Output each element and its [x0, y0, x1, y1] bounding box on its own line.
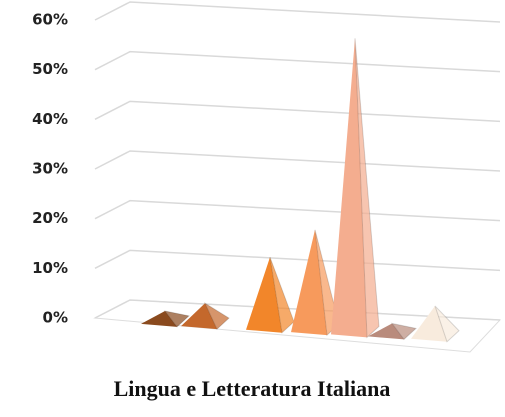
- y-tick-label: 0%: [43, 309, 68, 327]
- pyramid-front: [141, 310, 177, 327]
- y-tick-label: 30%: [32, 160, 68, 178]
- y-tick-label: 50%: [32, 60, 68, 78]
- pyramid-side: [434, 305, 460, 343]
- y-tick-label: 20%: [32, 209, 68, 227]
- y-tick-label: 10%: [32, 259, 68, 277]
- pyramid: [246, 256, 295, 334]
- pyramid-side: [203, 301, 230, 330]
- y-tick-label: 40%: [32, 110, 68, 128]
- pyramid: [331, 38, 380, 339]
- pyramid-front: [411, 305, 447, 342]
- pyramid: [411, 305, 460, 343]
- pyramid-front: [246, 257, 282, 333]
- grid-line: [94, 1, 501, 23]
- pyramid: [141, 310, 191, 328]
- grid-line: [94, 150, 501, 172]
- grid-line: [94, 50, 501, 73]
- y-tick-label: 60%: [32, 11, 68, 29]
- pyramid: [291, 229, 340, 337]
- pyramid-side: [163, 310, 191, 328]
- chart-title: Lingua e Letteratura Italiana: [114, 376, 391, 401]
- pyramid-side: [269, 256, 295, 334]
- pyramid: [368, 322, 418, 341]
- grid-line: [94, 249, 501, 272]
- grid-line: [94, 100, 501, 123]
- pyramid: [181, 301, 230, 330]
- pyramid-front: [181, 303, 217, 330]
- grid-line: [94, 199, 501, 222]
- pyramid-front: [331, 38, 367, 338]
- pyramid-side: [354, 38, 380, 339]
- pyramid-side: [390, 322, 418, 341]
- pyramid-front: [291, 229, 327, 336]
